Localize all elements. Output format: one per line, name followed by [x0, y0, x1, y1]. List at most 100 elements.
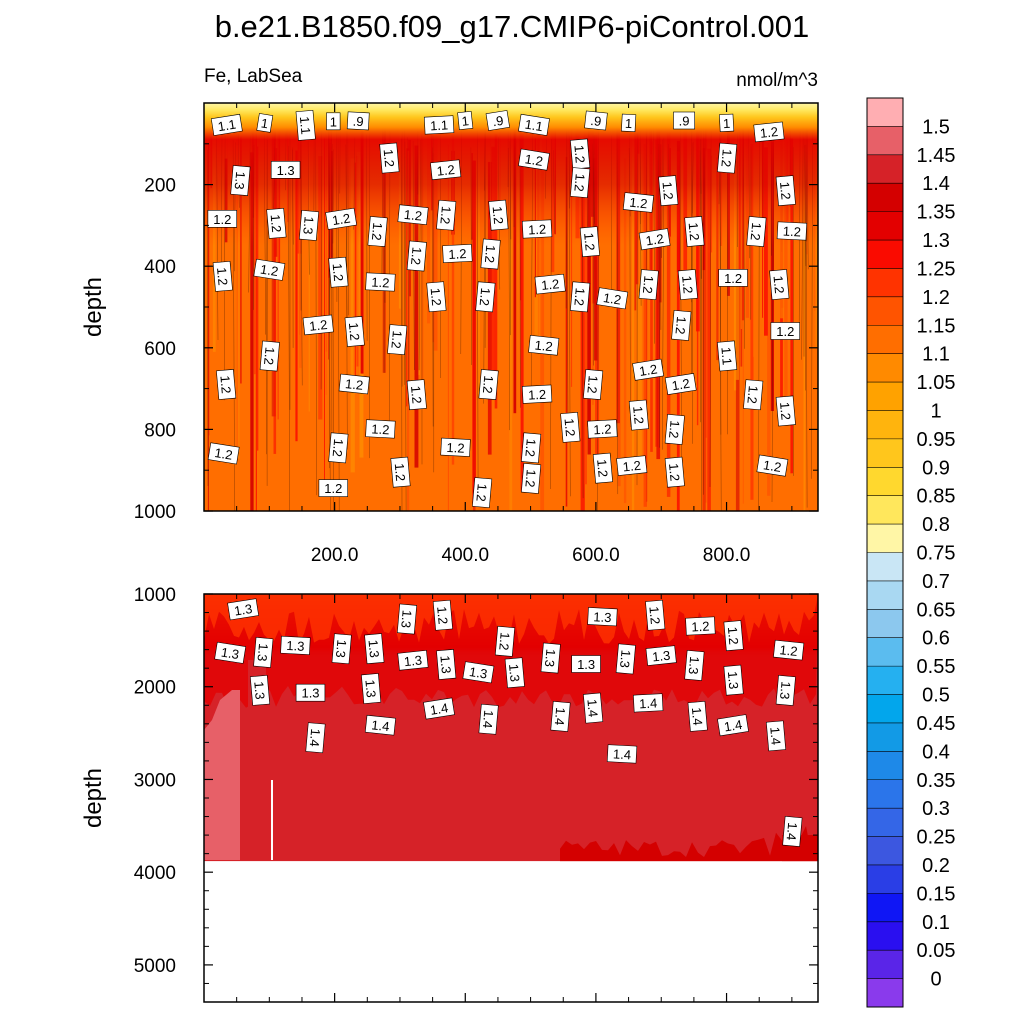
- contour-label-text: 1.2: [490, 206, 507, 225]
- contour-label-text: 1.3: [301, 686, 319, 701]
- lower-contour-label: 1.3: [684, 650, 705, 681]
- upper-contour-label: 1.2: [406, 240, 427, 272]
- contour-label-box: [645, 645, 677, 666]
- colorbar-swatch: [867, 978, 903, 1008]
- colorbar-swatch: [867, 580, 903, 610]
- contour-label-box: [365, 272, 396, 292]
- lower-contour-label: 1.4: [606, 744, 638, 764]
- upper-contour-label: 1.2: [426, 281, 447, 313]
- upper-contour-label: 1.2: [560, 411, 581, 443]
- colorbar-swatch: [867, 609, 903, 639]
- colorbar-label: 0.85: [917, 486, 956, 508]
- contour-label-text: 1.2: [446, 440, 465, 456]
- contour-label-text: 1.4: [767, 726, 784, 745]
- contour-label-box: [295, 109, 316, 141]
- contour-label-box: [210, 113, 243, 136]
- contour-label-text: 1.2: [622, 458, 642, 475]
- upper-surface-gradient: [204, 103, 818, 511]
- contour-label-text: .9: [679, 114, 690, 129]
- upper-contour-label: 1.2: [746, 216, 767, 247]
- upper-contour-label: 1.2: [390, 456, 411, 488]
- contour-label-text: 1.2: [371, 421, 390, 437]
- colorbar-label: 0.2: [922, 855, 950, 877]
- upper-contour-label: 1.2: [442, 243, 473, 264]
- colorbar-label: 0: [930, 969, 941, 991]
- contour-label-box: [397, 204, 429, 225]
- contour-label-text: 1.3: [593, 609, 612, 625]
- upper-contour-label: 1.2: [212, 260, 233, 292]
- contour-label-text: 1.3: [286, 638, 305, 654]
- contour-label-text: 1: [461, 113, 470, 129]
- colorbar-label: 1.15: [917, 315, 956, 337]
- contour-label-box: [664, 414, 685, 445]
- upper-contour-label: 1.2: [671, 310, 692, 341]
- contour-label-box: [344, 316, 365, 347]
- y-tick-label: 800: [144, 420, 176, 441]
- contour-label-box: [328, 432, 349, 464]
- contour-label-text: 1.2: [645, 231, 665, 249]
- contour-label-box: [528, 335, 560, 356]
- contour-label-box: [406, 240, 427, 272]
- lower-contour-label: 1.4: [583, 692, 604, 724]
- contour-label-box: [723, 664, 744, 696]
- colorbar-label: 1.4: [922, 173, 950, 195]
- contour-label-box: [426, 281, 447, 313]
- contour-label-box: [579, 226, 600, 258]
- lower-contour-label: 1.3: [504, 657, 525, 689]
- chart-title: b.e21.B1850.f09_g17.CMIP6-piControl.001: [215, 9, 810, 44]
- contour-label-text: 1.2: [213, 445, 233, 463]
- contour-label-text: 1.2: [638, 361, 658, 379]
- upper-contour-label: 1.2: [478, 369, 499, 400]
- upper-contour-label: 1.2: [521, 463, 542, 494]
- contour-label-box: [462, 661, 495, 684]
- contour-label-box: [457, 111, 474, 130]
- contour-label-box: [432, 599, 453, 631]
- colorbar-label: 0.7: [922, 571, 950, 593]
- upper-contour-label: 1.2: [638, 269, 659, 301]
- contour-label-text: 1.2: [584, 375, 601, 394]
- contour-label-box: [584, 110, 608, 131]
- lower-contour-label: 1.3: [615, 643, 636, 675]
- upper-contour-label: 1.2: [521, 432, 542, 464]
- upper-contour-label: 1.2: [528, 335, 560, 356]
- contour-label-text: 1.2: [581, 232, 598, 251]
- lower-contour-label: 1.2: [723, 620, 744, 652]
- upper-contour-label: 1.2: [406, 379, 427, 411]
- contour-label-text: 1.2: [777, 401, 794, 420]
- lower-contour-region: [204, 594, 818, 644]
- colorbar-swatch: [867, 808, 903, 837]
- lower-pink-region: [204, 690, 240, 860]
- contour-label-box: [430, 159, 462, 181]
- y-tick-label: 5000: [134, 956, 176, 977]
- upper-plot-area: 1.1 1 1.1 .9 1 1.1 1 .9 1.1 .9 1 .9 1 1.2 1.2 1.2 1.2 1.2…: [80, 102, 819, 566]
- contour-label-box: [540, 642, 561, 674]
- upper-contour-label: 1.2: [216, 369, 237, 400]
- contour-label-box: [753, 121, 785, 143]
- contour-label-text: 1.2: [214, 267, 231, 286]
- upper-contour-label: 1.2: [472, 477, 493, 509]
- lower-contour-label: 1.3: [540, 642, 561, 674]
- lower-contour-label: 1.4: [765, 720, 787, 752]
- contour-label-box: [587, 607, 618, 627]
- colorbar-swatch: [867, 893, 903, 923]
- contour-label-box: [253, 258, 286, 281]
- upper-contour-label: 1: [621, 113, 637, 133]
- upper-contour-label: 1.2: [770, 322, 800, 340]
- contour-label-box: [518, 148, 550, 171]
- contour-label-box: [302, 314, 334, 336]
- upper-contour-label: 1.1: [423, 115, 455, 135]
- upper-contour-label: 1.2: [622, 192, 654, 213]
- contour-label-text: 1.3: [506, 663, 523, 682]
- contour-label-text: 1: [260, 115, 269, 131]
- contour-label-box: [440, 437, 471, 457]
- contour-label-box: [632, 358, 665, 381]
- upper-contour-label: 1: [719, 113, 735, 133]
- upper-contour-label: 1.2: [259, 340, 280, 372]
- upper-contour-label: 1.2: [367, 216, 388, 247]
- contour-label-text: 1.4: [480, 710, 497, 729]
- upper-contour-label: 1.3: [230, 165, 251, 196]
- contour-label-box: [365, 419, 396, 439]
- colorbar-label: 1.1: [922, 344, 950, 366]
- upper-contour-label: 1.2: [638, 228, 671, 251]
- contour-label-text: 1.4: [371, 717, 391, 734]
